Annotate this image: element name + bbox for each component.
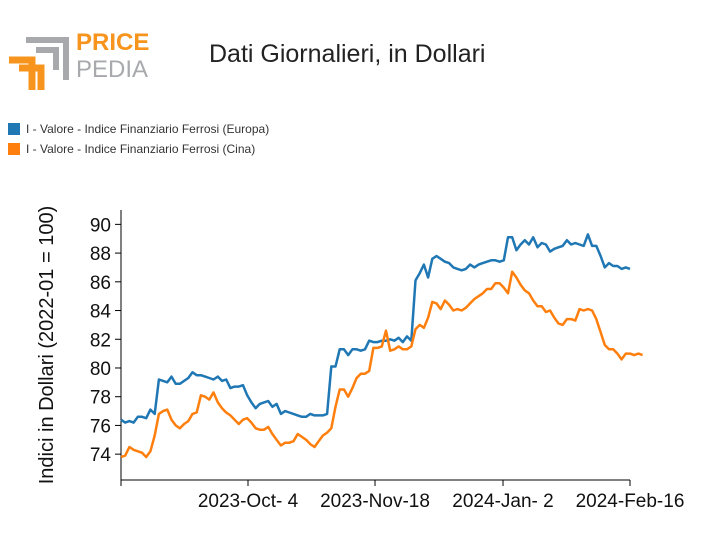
legend-item-europa[interactable]: I - Valore - Indice Finanziario Ferrosi … <box>8 119 269 139</box>
x-tick-label: 2024-Feb-16 <box>576 491 685 512</box>
chart-title: Dati Giornalieri, in Dollari <box>209 40 486 68</box>
y-tick-label: 84 <box>90 302 112 323</box>
x-tick-label: 2023-Oct- 4 <box>198 491 299 512</box>
legend-swatch-cina <box>8 143 20 155</box>
y-tick-label: 90 <box>90 215 111 236</box>
y-tick-label: 88 <box>90 244 111 265</box>
pricepedia-logo: PRICE PEDIA <box>6 20 166 95</box>
logo-word-price: PRICE <box>76 29 149 56</box>
x-tick-label: 2024-Jan- 2 <box>452 491 553 512</box>
legend-label-cina: I - Valore - Indice Finanziario Ferrosi … <box>26 142 256 156</box>
legend-swatch-europa <box>8 123 20 135</box>
logo-word-pedia: PEDIA <box>76 56 148 83</box>
y-axis-label: Indici in Dollari (2022-01 = 100) <box>36 206 58 485</box>
legend-label-europa: I - Valore - Indice Finanziario Ferrosi … <box>26 122 270 136</box>
series-line-europa <box>120 233 631 424</box>
x-tick-label: 2023-Nov-18 <box>320 491 430 512</box>
y-tick-label: 78 <box>90 388 111 409</box>
legend: I - Valore - Indice Finanziario Ferrosi … <box>8 119 269 159</box>
y-tick-label: 74 <box>90 445 112 466</box>
legend-item-cina[interactable]: I - Valore - Indice Finanziario Ferrosi … <box>8 139 269 159</box>
y-tick-label: 86 <box>90 273 111 294</box>
y-tick-label: 76 <box>90 416 111 437</box>
y-tick-label: 82 <box>90 330 111 351</box>
plot-area: 74 76 78 80 82 84 86 88 90 2023-Oct- 4 2023-Nov-18… <box>90 210 685 512</box>
y-tick-label: 80 <box>90 359 111 380</box>
pricepedia-logo-mark: PRICE PEDIA <box>9 29 149 90</box>
series-line-cina <box>120 270 644 459</box>
